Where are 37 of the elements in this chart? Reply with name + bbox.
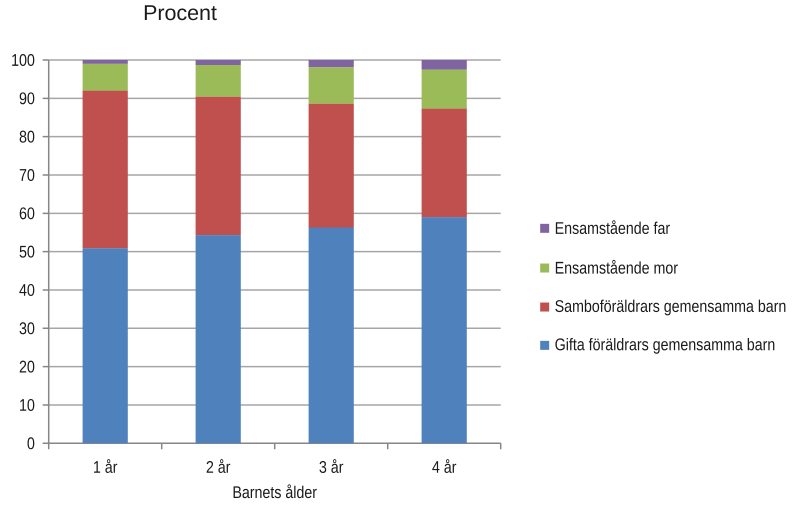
bar [308,104,354,228]
y-tick-label: 40 [19,284,34,296]
y-tick-label: 50 [20,246,34,258]
chart-title: Procent [144,5,217,20]
bar [82,90,128,248]
y-tick-label: 30 [20,322,34,334]
bar [422,60,467,70]
bar [82,64,128,91]
y-tick-label: 100 [12,54,34,66]
y-tick-label: 90 [20,92,34,104]
x-axis-title: Barnets ålder [234,484,317,498]
x-tick-label: 3 år [319,459,344,473]
bar [422,217,467,444]
bar [196,235,241,444]
bar [82,60,128,64]
y-tick-label: 70 [20,168,34,181]
bar [308,60,354,68]
y-tick-label: 10 [20,398,34,411]
legend-label: Ensamstående far [556,220,670,234]
bar [196,60,241,65]
y-tick-label: 80 [20,130,34,143]
bar [196,96,241,236]
bar [82,248,128,444]
legend-label: Ensamstående mor [556,260,678,274]
legend-label: Samboföräldrars gemensamma barn [555,300,786,316]
y-tick-label: 60 [20,207,34,220]
bar [196,64,241,97]
x-tick-label: 1 år [94,459,118,473]
x-tick-label: 4 år [432,459,456,473]
x-tick-label: 2 år [206,459,230,473]
y-tick-label: 0 [28,437,34,450]
legend-label: Gifta föräldrars gemensamma barn [555,338,774,354]
y-tick-label: 20 [20,360,34,373]
bar [422,70,467,109]
bar [308,228,354,444]
bar [422,108,467,218]
bar [308,67,354,104]
